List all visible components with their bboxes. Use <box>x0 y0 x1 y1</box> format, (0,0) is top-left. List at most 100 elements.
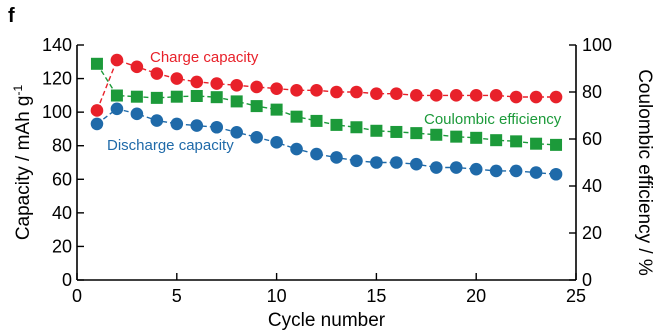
point-charge <box>529 90 543 104</box>
point-coulombic <box>210 91 223 104</box>
point-charge <box>210 77 224 90</box>
point-discharge <box>549 167 563 181</box>
point-discharge <box>310 147 323 161</box>
point-coulombic <box>510 135 523 148</box>
point-coulombic <box>270 103 283 116</box>
point-discharge <box>469 162 483 176</box>
point-charge <box>549 90 563 104</box>
point-charge <box>390 87 403 100</box>
point-charge <box>250 80 263 94</box>
point-coulombic <box>150 91 163 104</box>
point-coulombic <box>110 89 123 102</box>
series-label-discharge: Discharge capacity <box>107 137 234 154</box>
series-markers <box>90 53 563 181</box>
point-coulombic <box>530 137 543 150</box>
x-tick-label: 25 <box>566 286 586 306</box>
y-right-tick-label: 80 <box>582 82 602 102</box>
series-labels: Charge capacity Discharge capacity Coulomb… <box>107 49 562 154</box>
point-discharge <box>190 119 204 132</box>
y-axis-left-title-superscript: -1 <box>11 85 25 96</box>
point-discharge <box>390 156 403 169</box>
point-charge <box>370 87 383 100</box>
point-discharge <box>210 120 224 134</box>
point-discharge <box>410 157 423 171</box>
x-tick-label: 0 <box>72 286 82 306</box>
y-axis-right-title: Coulombic efficiency / % <box>634 69 655 276</box>
point-charge <box>469 89 483 102</box>
point-discharge <box>370 156 383 169</box>
point-coulombic <box>550 138 563 151</box>
point-coulombic <box>490 134 503 147</box>
point-charge <box>230 78 243 92</box>
point-discharge <box>270 136 283 149</box>
point-coulombic <box>450 130 463 143</box>
point-discharge <box>429 161 443 174</box>
point-discharge <box>290 142 303 156</box>
point-charge <box>150 67 164 80</box>
point-discharge <box>170 117 184 131</box>
series-line-charge <box>96 59 556 111</box>
y-right-tick-label: 60 <box>582 129 602 149</box>
point-coulombic <box>350 121 363 134</box>
y-right-tick-label: 20 <box>582 223 602 243</box>
point-coulombic <box>290 110 303 123</box>
point-charge <box>429 89 443 102</box>
point-charge <box>410 89 423 102</box>
point-charge <box>290 84 303 97</box>
point-coulombic <box>430 128 443 141</box>
point-discharge <box>230 125 243 139</box>
y-left-tick-label: 40 <box>52 203 72 223</box>
point-charge <box>449 89 463 102</box>
point-coulombic <box>330 118 343 131</box>
point-discharge <box>449 161 463 174</box>
point-charge <box>170 72 184 85</box>
x-tick-label: 15 <box>366 286 386 306</box>
y-left-tick-label: 100 <box>42 102 72 122</box>
point-discharge <box>509 164 523 178</box>
point-discharge <box>90 117 104 131</box>
series-label-coulombic: Coulombic efficiency <box>424 111 562 128</box>
x-tick-label: 10 <box>267 286 287 306</box>
point-coulombic <box>410 127 423 140</box>
point-coulombic <box>310 114 323 127</box>
y-left-tick-label: 140 <box>42 35 72 55</box>
y-right-tick-label: 100 <box>582 35 612 55</box>
x-tick-label: 5 <box>172 286 182 306</box>
point-discharge <box>350 154 363 168</box>
y-left-tick-label: 80 <box>52 136 72 156</box>
point-charge <box>509 90 523 104</box>
point-discharge <box>110 102 124 116</box>
point-charge <box>350 85 363 99</box>
point-charge <box>330 85 343 99</box>
point-coulombic <box>190 89 203 102</box>
point-discharge <box>529 166 543 179</box>
point-charge <box>310 84 323 97</box>
y-left-tick-label: 0 <box>62 270 72 290</box>
y-right-tick-label: 40 <box>582 176 602 196</box>
series-label-charge: Charge capacity <box>150 49 259 66</box>
point-discharge <box>250 131 263 144</box>
point-coulombic <box>170 90 183 103</box>
point-discharge <box>489 164 503 178</box>
y-left-tick-label: 60 <box>52 169 72 189</box>
point-charge <box>190 75 204 89</box>
point-charge <box>110 53 124 67</box>
point-charge <box>130 60 144 74</box>
point-coulombic <box>470 131 483 144</box>
x-tick-label: 20 <box>466 286 486 306</box>
point-coulombic <box>370 124 383 137</box>
point-coulombic <box>230 95 243 108</box>
point-coulombic <box>390 125 403 138</box>
point-discharge <box>130 107 144 121</box>
point-coulombic <box>250 100 263 113</box>
point-discharge <box>330 151 343 164</box>
axes: 0 5 10 15 20 25020406080100120140020406080100… <box>11 35 655 330</box>
panel-label: f <box>8 5 15 27</box>
y-left-tick-label: 20 <box>52 236 72 256</box>
point-discharge <box>150 114 164 127</box>
point-charge <box>489 89 503 102</box>
y-axis-left-title-main: Capacity / mAh g <box>13 96 34 241</box>
y-left-tick-label: 120 <box>42 69 72 89</box>
